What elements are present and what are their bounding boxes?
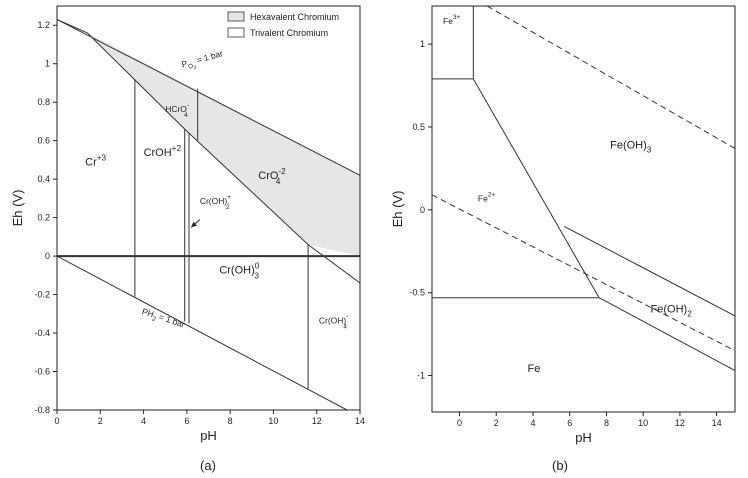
region-label: Fe(OH)2 xyxy=(651,304,693,319)
x-tick-label: 4 xyxy=(141,416,146,426)
feoh2-feoh3 xyxy=(563,225,735,317)
x-tick-label: 8 xyxy=(228,416,233,426)
x-tick-label: 14 xyxy=(712,418,722,428)
region-label: Cr(OH)0 3 xyxy=(219,261,259,280)
plot-frame-a xyxy=(56,5,361,411)
y-tick-label: 1.2 xyxy=(37,20,50,30)
pointer-arrow-head xyxy=(191,221,197,228)
y-tick-label: 0.6 xyxy=(37,136,50,146)
y-axis-label: Eh (V) xyxy=(10,190,25,227)
x-tick-label: 12 xyxy=(312,416,322,426)
plot-frame-b xyxy=(431,5,736,413)
x-ticks-b: 0 2 4 6 8 10 12 14 xyxy=(457,412,722,428)
y-tick-label: -0.4 xyxy=(34,328,50,338)
o2-dashed xyxy=(486,6,735,149)
region-label: Cr(OH)-4 xyxy=(319,313,349,330)
h2-line xyxy=(57,255,348,410)
legend-swatch xyxy=(227,27,245,38)
y-ticks-a: -0.8 -0.6 -0.4 -0.2 0 0.2 0.4 0.6 0.8 1 1.2 xyxy=(34,20,57,415)
plot-area-b xyxy=(432,6,735,372)
y-tick-label: -0.6 xyxy=(34,367,50,377)
y-tick-label: -0.5 xyxy=(409,288,425,298)
x-ticks-a: 0 2 4 6 8 10 12 14 xyxy=(54,410,365,426)
x-tick-label: 10 xyxy=(638,418,648,428)
region-label: Fe(OH)3 xyxy=(610,140,652,155)
x-tick-label: 6 xyxy=(567,418,572,428)
y-tick-label: 1 xyxy=(420,39,425,49)
x-tick-label: 4 xyxy=(530,418,535,428)
panel-b: 0 2 4 6 8 10 12 14 -1 -0.5 0 0.5 1 pH Eh (V) Fe3+ Fe(OH)… xyxy=(390,5,736,473)
y-tick-label: 0.4 xyxy=(37,174,50,184)
y-tick-label: -0.8 xyxy=(34,405,50,415)
region-label: Fe xyxy=(527,363,540,375)
x-tick-label: 6 xyxy=(184,416,189,426)
line-label: PO2 = 1 bar xyxy=(180,48,225,74)
o2-line xyxy=(57,19,360,176)
y-tick-label: -0.2 xyxy=(34,290,50,300)
x-tick-label: 10 xyxy=(268,416,278,426)
region-label: HCrO-4 xyxy=(165,102,189,119)
plot-area-a xyxy=(57,19,360,410)
y-tick-label: 0.8 xyxy=(37,97,50,107)
x-axis-label: pH xyxy=(200,428,217,443)
legend-swatch xyxy=(227,11,245,22)
fe2-feoh3 xyxy=(472,78,600,298)
x-tick-label: 8 xyxy=(604,418,609,428)
region-label: Fe2+ xyxy=(478,192,495,204)
x-axis-label: pH xyxy=(575,430,592,445)
panel-a: 0 2 4 6 8 10 12 14 -0.8 -0.6 -0.4 -0.2 0 0.2 0.4 0.6 0.8… xyxy=(10,5,365,473)
x-tick-label: 0 xyxy=(457,418,462,428)
y-tick-label: 0 xyxy=(420,205,425,215)
hexavalent-region xyxy=(87,32,360,257)
x-tick-label: 2 xyxy=(494,418,499,428)
region-label: Cr+3 xyxy=(85,154,106,169)
y-tick-label: 0.5 xyxy=(412,122,425,132)
y-ticks-b: -1 -0.5 0 0.5 1 xyxy=(409,39,432,381)
y-tick-label: 0 xyxy=(45,251,50,261)
panel-caption: (b) xyxy=(552,458,568,473)
y-tick-label: -1 xyxy=(417,371,425,381)
region-label: Cr(OH)+ 2 xyxy=(200,194,231,211)
legend-label: Trivalent Chromium xyxy=(250,28,328,38)
x-tick-label: 12 xyxy=(675,418,685,428)
x-tick-label: 14 xyxy=(355,416,365,426)
y-axis-label: Eh (V) xyxy=(390,191,405,228)
y-tick-label: 0.2 xyxy=(37,213,50,223)
y-tick-label: 1 xyxy=(45,59,50,69)
panel-caption: (a) xyxy=(200,458,216,473)
legend-label: Hexavalent Chromium xyxy=(250,12,339,22)
region-label: CrOH+2 xyxy=(144,144,182,159)
region-label: Fe3+ xyxy=(443,14,460,26)
x-tick-label: 0 xyxy=(54,416,59,426)
h2-dashed xyxy=(432,194,735,352)
x-tick-label: 2 xyxy=(98,416,103,426)
legend: Hexavalent Chromium Trivalent Chromium xyxy=(227,11,339,38)
line-label: PH2 = 1 bar xyxy=(140,306,186,332)
region-label: CrO-2 4 xyxy=(258,167,286,186)
fe-feoh2 xyxy=(598,297,735,372)
